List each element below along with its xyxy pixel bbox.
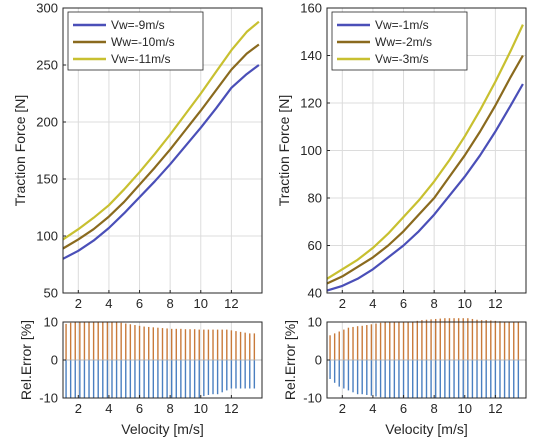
x-tick-label: 4 xyxy=(105,296,112,311)
legend-label-vw-1: Vw=-1m/s xyxy=(375,18,429,32)
y-tick-label: 10 xyxy=(308,315,322,330)
x-axis-label: Velocity [m/s] xyxy=(385,421,467,437)
x-tick-label: 2 xyxy=(75,401,82,416)
legend-label-ww-2: Ww=-2m/s xyxy=(375,35,432,49)
bars-group xyxy=(63,322,262,398)
series-line-vw-1m-s xyxy=(326,83,524,292)
x-tick-label: 4 xyxy=(369,296,376,311)
y-tick-labels: -10 0 10 xyxy=(39,315,66,406)
plot-traction-left: 2 4 6 8 10 12 50 100 150 200 250 300 Traction Forc… xyxy=(12,1,263,311)
x-tick-label: 6 xyxy=(400,401,407,416)
series-line-ww-2m-s xyxy=(326,54,524,285)
x-tick-labels: 2 4 6 8 10 12 xyxy=(75,395,239,416)
y-axis-label: Traction Force [N] xyxy=(276,95,292,207)
series-group xyxy=(326,24,524,292)
bars-group xyxy=(327,318,526,398)
x-tick-label: 8 xyxy=(431,401,438,416)
y-tick-labels: 40 60 80 100 120 140 160 xyxy=(300,1,330,301)
legend-label-ww-10: Ww=-10m/s xyxy=(111,35,175,49)
y-tick-label: 50 xyxy=(44,286,58,301)
legend: Vw=-9m/s Ww=-10m/s Vw=-11m/s xyxy=(67,11,204,71)
y-tick-label: 160 xyxy=(300,1,322,16)
x-tick-label: 8 xyxy=(431,296,438,311)
y-tick-label: 300 xyxy=(36,1,58,16)
y-tick-label: 140 xyxy=(300,48,322,63)
x-tick-label: 8 xyxy=(167,401,174,416)
plot-traction-right: 2 4 6 8 10 12 40 60 80 100 120 140 160 Traction For… xyxy=(276,1,527,311)
plot-frame xyxy=(62,7,263,294)
x-tick-label: 2 xyxy=(339,296,346,311)
x-tick-labels: 2 4 6 8 10 12 xyxy=(75,290,239,311)
series-group xyxy=(62,20,260,260)
y-tick-label: 250 xyxy=(36,58,58,73)
x-axis-label: Velocity [m/s] xyxy=(121,421,203,437)
y-tick-label: 10 xyxy=(44,315,58,330)
x-tick-label: 4 xyxy=(369,401,376,416)
y-tick-labels: 50 100 150 200 250 300 xyxy=(36,1,66,301)
y-tick-label: -10 xyxy=(303,391,322,406)
y-tick-label: -10 xyxy=(39,391,58,406)
x-tick-label: 6 xyxy=(400,296,407,311)
x-tick-label: 10 xyxy=(194,401,208,416)
plot-error-left: 2 4 6 8 10 12 -10 0 10 Rel.Error [%] Velocity [… xyxy=(18,315,263,437)
y-tick-label: 120 xyxy=(300,96,322,111)
x-tick-label: 2 xyxy=(339,401,346,416)
y-tick-labels: -10 0 10 xyxy=(303,315,330,406)
y-tick-label: 40 xyxy=(308,286,322,301)
plot-error-right: 2 4 6 8 10 12 -10 0 10 Rel.Error [%] Velocity [… xyxy=(282,315,527,437)
x-tick-label: 10 xyxy=(458,401,472,416)
x-tick-labels: 2 4 6 8 10 12 xyxy=(339,395,503,416)
y-axis-label: Rel.Error [%] xyxy=(18,320,34,400)
y-tick-label: 100 xyxy=(36,229,58,244)
y-tick-label: 80 xyxy=(308,191,322,206)
series-line-vw-9m-s xyxy=(62,64,260,260)
legend: Vw=-1m/s Ww=-2m/s Vw=-3m/s xyxy=(331,11,468,71)
legend-label-vw-11: Vw=-11m/s xyxy=(111,52,170,66)
series-line-vw-3m-s xyxy=(326,24,524,280)
x-tick-label: 6 xyxy=(136,401,143,416)
y-tick-label: 0 xyxy=(51,353,58,368)
y-tick-label: 60 xyxy=(308,238,322,253)
legend-label-vw-9: Vw=-9m/s xyxy=(111,18,165,32)
y-tick-label: 150 xyxy=(36,172,58,187)
x-tick-label: 12 xyxy=(488,401,502,416)
y-axis-label: Rel.Error [%] xyxy=(282,320,298,400)
x-tick-label: 12 xyxy=(224,296,238,311)
y-axis-label: Traction Force [N] xyxy=(12,95,28,207)
series-line-vw-11m-s xyxy=(62,20,260,241)
legend-label-vw-3: Vw=-3m/s xyxy=(375,52,429,66)
x-tick-label: 4 xyxy=(105,401,112,416)
series-line-ww-10m-s xyxy=(62,43,260,250)
x-tick-label: 6 xyxy=(136,296,143,311)
x-tick-label: 8 xyxy=(167,296,174,311)
y-tick-label: 0 xyxy=(315,353,322,368)
x-tick-label: 12 xyxy=(224,401,238,416)
y-tick-label: 100 xyxy=(300,143,322,158)
x-tick-label: 2 xyxy=(75,296,82,311)
x-tick-labels: 2 4 6 8 10 12 xyxy=(339,290,503,311)
x-tick-label: 10 xyxy=(458,296,472,311)
x-tick-label: 10 xyxy=(194,296,208,311)
y-tick-label: 200 xyxy=(36,115,58,130)
x-tick-label: 12 xyxy=(488,296,502,311)
